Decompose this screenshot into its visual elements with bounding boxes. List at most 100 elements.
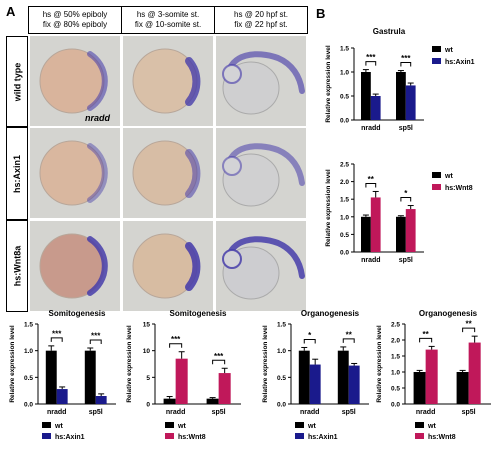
bar [370,197,381,252]
expression-stain [185,149,201,198]
column-header-line: hs @ 20 hpf st. [234,10,288,19]
significance-bracket [342,338,355,343]
significance-stars: * [404,189,408,198]
bar [396,72,406,120]
y-axis-label: Relative expression level [376,325,383,403]
x-tick-label: sp5l [342,409,356,416]
bar [298,350,310,404]
x-tick-label: nradd [166,409,185,416]
y-axis-label: Relative expression level [325,169,332,247]
x-tick-label: sp5l [399,125,413,132]
legend-swatch [415,433,424,439]
bar [218,373,231,404]
significance-stars: *** [171,335,181,344]
embryo-head [222,64,242,84]
significance-stars: *** [401,54,411,63]
legend-label: hs:Wnt8 [428,434,456,441]
legend-swatch [432,184,441,190]
chart-somitogenesis-wnt8: Somitogenesis Relative expression level 0 5… [126,309,241,441]
legend-label: wt [427,423,436,430]
bar [405,209,416,252]
embryo-image [30,128,120,218]
bar [456,372,469,404]
chart-title: Organogenesis [419,309,478,318]
column-header-line: fix @ 80% epiboly [42,20,108,29]
legend-label: wt [444,47,453,54]
bar [45,350,57,404]
y-tick-label: 0.5 [24,375,33,382]
expression-stain [185,57,201,106]
expression-stain [87,51,108,111]
y-tick-label: 0.5 [391,386,400,393]
significance-stars: * [308,331,312,340]
significance-bracket [400,62,412,67]
embryo-head [222,156,242,176]
legend-swatch [42,422,51,428]
significance-bracket [462,327,476,333]
embryo-body [39,140,105,206]
embryo-image [123,36,213,126]
bar [337,350,349,404]
bar [361,216,371,252]
legend-swatch [42,433,51,439]
significance-bracket [212,359,226,365]
chart-gastrula-axin1: Gastrula Relative expression level 0.0 0.5 1… [325,27,475,132]
significance-stars: *** [366,53,376,62]
y-tick-label: 0 [146,402,150,409]
panel-letter-b: B [316,6,326,21]
chart-somitogenesis-axin1: Somitogenesis Relative expression level 0.… [9,309,116,441]
legend-label: wt [307,423,316,430]
legend-label: hs:Axin1 [445,59,475,66]
bar [163,398,176,404]
x-tick-label: nradd [361,257,380,264]
significance-bracket [365,182,377,188]
x-tick-label: sp5l [89,409,103,416]
bar [84,350,96,404]
legend-swatch [295,422,304,428]
significance-bracket [169,343,183,348]
significance-stars: *** [91,332,101,341]
y-tick-label: 2.0 [340,179,349,186]
y-tick-label: 1.0 [340,214,349,221]
y-tick-label: 0.0 [340,118,349,125]
significance-stars: ** [466,320,473,329]
legend-swatch [432,46,441,52]
bar [370,96,381,120]
embryo-image [216,36,306,126]
row-label-wnt8a: hs:Wnt8a [6,220,28,312]
y-tick-label: 5 [146,375,150,382]
bar [361,72,371,120]
y-tick-label: 0.5 [277,375,286,382]
y-tick-label: 1.0 [340,70,349,77]
y-tick-label: 0.5 [340,232,349,239]
embryo-body [225,236,305,279]
significance-stars: ** [423,330,430,339]
legend-label: wt [177,423,186,430]
significance-bracket [50,337,63,342]
y-tick-label: 1.0 [277,348,286,355]
embryo-head [222,249,242,269]
column-header-line: fix @ 10-somite st. [134,20,202,29]
chart-title: Somitogenesis [49,309,106,318]
column-header-line: hs @ 3-somite st. [136,10,200,19]
significance-bracket [89,339,102,344]
chart-title: Somitogenesis [170,309,227,318]
y-tick-label: 2.5 [340,162,349,169]
legend-swatch [415,422,424,428]
significance-stars: ** [346,330,353,339]
row-label-wild-type: wild type [6,36,28,127]
y-tick-label: 2.5 [391,322,400,329]
y-tick-label: 1.5 [277,322,286,329]
legend-label: wt [444,173,453,180]
x-tick-label: sp5l [399,257,413,264]
y-tick-label: 1.5 [391,354,400,361]
column-header-hpf: hs @ 20 hpf st. fix @ 22 hpf st. [214,6,308,34]
significance-bracket [419,337,433,343]
bar [468,342,481,404]
chart-gastrula-wnt8: Relative expression level 0.0 0.5 1.0 1.5 2.0… [325,162,473,265]
y-axis-label: Relative expression level [325,45,332,123]
significance-stars: ** [368,175,375,184]
y-tick-label: 0.0 [391,402,400,409]
significance-bracket [303,338,316,344]
x-tick-label: sp5l [462,409,476,416]
